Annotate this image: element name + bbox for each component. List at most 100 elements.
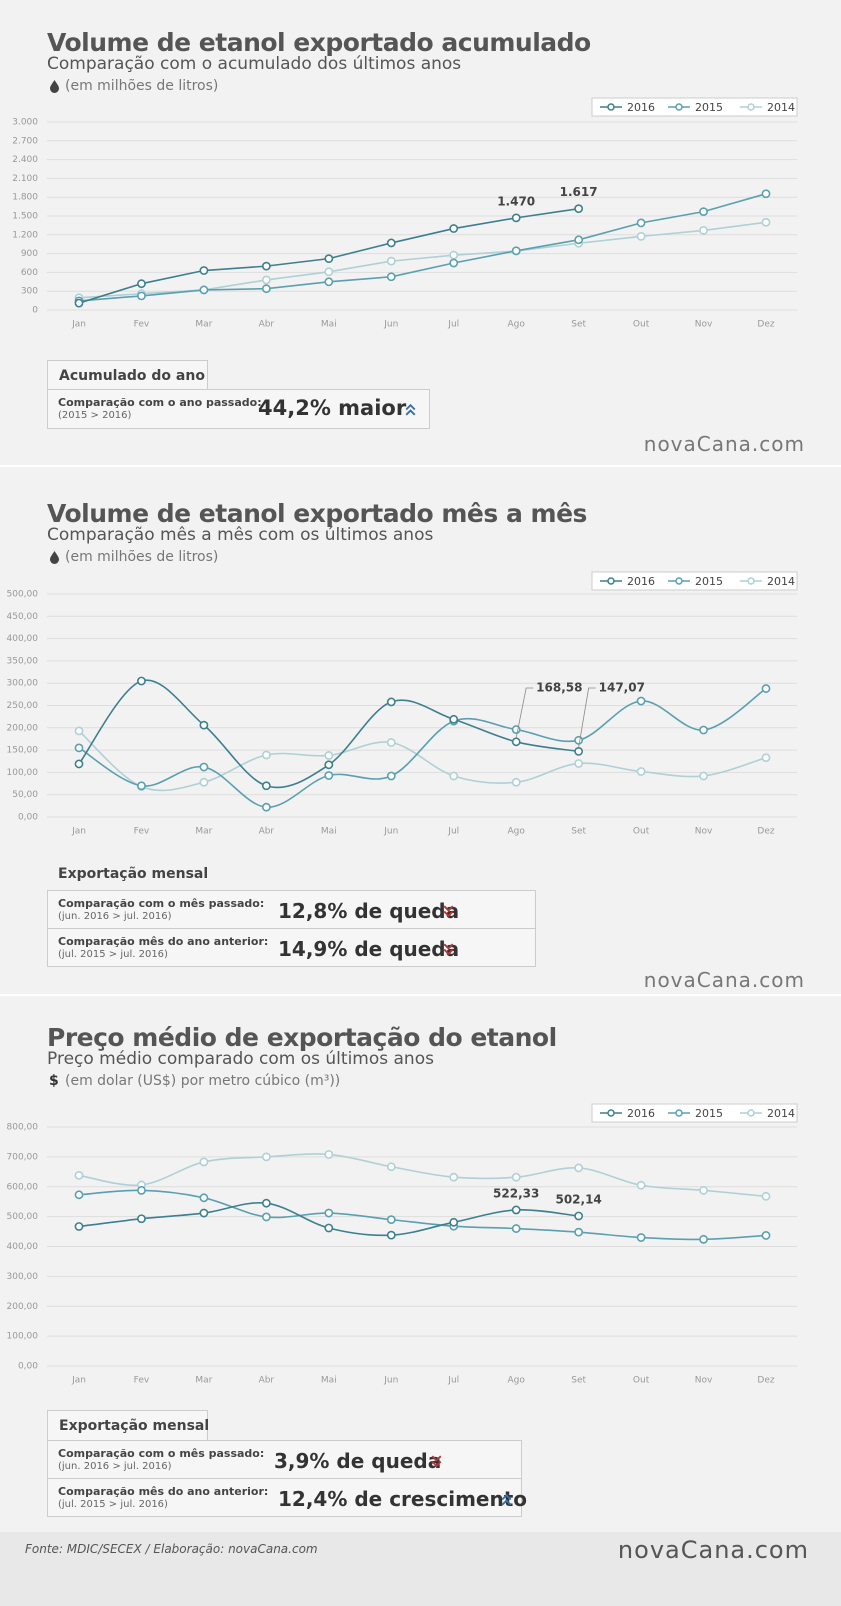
point [699,725,708,735]
data-label: 1.470 [497,194,535,208]
point [449,1217,459,1227]
summary-row: Comparação com o mês passado: (jun. 2016… [47,1440,522,1479]
y-tick-label: 1.500 [12,212,38,222]
point [324,751,334,760]
row-label: Comparação com o ano passado: [58,396,262,409]
x-tick-label: Jan [71,320,86,330]
point [74,726,84,736]
y-tick-label: 200,00 [7,723,39,733]
point [511,213,521,223]
legend-marker [675,103,683,111]
x-tick-label: Mai [321,827,337,837]
point [261,750,271,760]
y-tick-label: 2.400 [12,155,38,165]
point [636,218,646,228]
legend-box [591,571,798,591]
point [386,1215,396,1225]
chart-title: Volume de etanol exportado acumulado [47,28,591,57]
y-tick-label: 0,00 [18,1362,38,1372]
legend-marker [747,577,755,585]
x-tick-label: Out [633,320,650,330]
y-tick-label: 300,00 [7,679,39,689]
point [199,1208,209,1218]
point [449,1172,459,1182]
x-tick-label: Jun [383,320,398,330]
data-label: 147,07 [599,681,645,695]
x-tick-label: Mar [195,1376,212,1386]
point [324,267,334,277]
y-tick-label: 350,00 [7,656,39,666]
point [761,217,771,227]
series-line [78,679,579,789]
point [261,802,271,812]
point [449,224,459,233]
point [137,1185,146,1195]
point [574,1211,584,1221]
point [761,1191,771,1201]
row-result: 14,9% de queda [278,937,460,961]
row-label: Comparação com o mês passado: [58,897,265,910]
y-tick-label: 450,00 [7,612,39,622]
point [261,261,271,271]
point [449,250,459,260]
x-tick-label: Set [571,1376,586,1386]
point [511,1224,521,1233]
point [386,238,396,248]
chart: 0,00 100,00 200,00 300,00 400,00 500,00 600,00… [7,1103,798,1386]
point [386,697,396,707]
point [74,759,84,769]
point [636,696,646,706]
point [761,189,771,199]
point [386,1230,396,1240]
point [137,279,146,289]
point [574,759,584,768]
legend-marker [607,1109,615,1117]
data-label: 168,58 [536,681,582,695]
point [511,1172,521,1182]
legend-marker [747,1109,755,1117]
legend-label: 2015 [695,101,723,114]
data-label: 522,33 [493,1186,539,1200]
point [199,762,209,772]
x-tick-label: Dez [757,827,774,837]
point [511,737,521,747]
legend-marker [747,103,755,111]
series-line [78,1153,767,1198]
point [699,1234,708,1244]
y-tick-label: 300 [21,287,38,297]
point [74,1222,84,1231]
drop-icon [50,80,59,93]
down-icon [443,905,454,918]
y-tick-label: 800,00 [7,1123,39,1133]
point [74,743,84,753]
point [636,767,646,776]
chart-subtitle: Preço médio comparado com os últimos ano… [47,1049,434,1069]
x-tick-label: Jun [383,827,398,837]
point [449,714,459,724]
row-result: 3,9% de queda [274,1449,442,1473]
logo: novaCana.com [643,432,805,456]
x-tick-label: Nov [695,827,713,837]
logo: novaCana.com [643,968,805,992]
point [636,1233,646,1242]
point [137,781,146,791]
row-result: 12,4% de crescimento [278,1487,528,1511]
point [386,1162,396,1172]
chart-subtitle: Comparação mês a mês com os últimos anos [47,525,434,545]
y-tick-label: 300,00 [7,1272,39,1282]
y-tick-label: 0 [32,306,38,316]
summary-row: Comparação mês do ano anterior: (jul. 20… [47,1478,527,1517]
row-detail: (jun. 2016 > jul. 2016) [58,911,172,922]
legend-marker [607,577,615,585]
summary-heading: Acumulado do ano [47,360,208,390]
x-tick-label: Fev [134,827,150,837]
summary-heading: Exportação mensal [47,1410,209,1441]
point [574,204,584,214]
y-tick-label: 250,00 [7,701,39,711]
point [261,1152,271,1162]
point [761,684,771,693]
point [137,291,146,301]
chart-title: Volume de etanol exportado mês a mês [47,499,587,528]
data-label: 502,14 [555,1192,601,1206]
chart-subtitle: Comparação com o acumulado dos últimos a… [47,54,462,74]
